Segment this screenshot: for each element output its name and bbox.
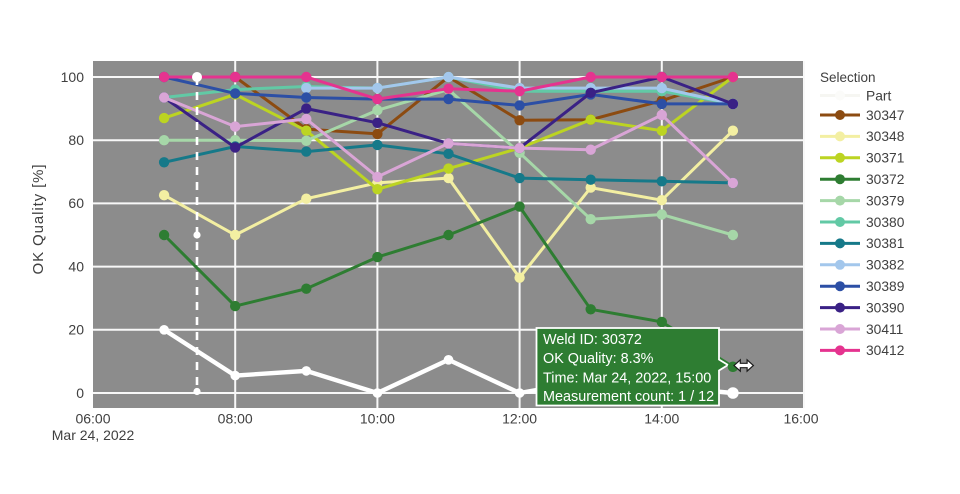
svg-text:30381: 30381 xyxy=(866,236,904,251)
svg-text:OK Quality: 8.3%: OK Quality: 8.3% xyxy=(543,351,654,367)
svg-text:06:00: 06:00 xyxy=(75,411,110,427)
svg-text:30390: 30390 xyxy=(866,300,905,315)
svg-text:10:00: 10:00 xyxy=(360,411,395,427)
svg-text:Selection: Selection xyxy=(820,70,876,85)
svg-text:60: 60 xyxy=(68,195,84,211)
svg-text:Measurement count: 1 / 12: Measurement count: 1 / 12 xyxy=(543,389,714,405)
svg-text:08:00: 08:00 xyxy=(218,411,253,427)
svg-text:30379: 30379 xyxy=(866,193,905,208)
svg-text:14:00: 14:00 xyxy=(644,411,679,427)
svg-text:30380: 30380 xyxy=(866,215,905,230)
svg-text:30347: 30347 xyxy=(866,108,904,123)
svg-text:30412: 30412 xyxy=(866,343,904,358)
svg-text:100: 100 xyxy=(61,69,85,85)
svg-text:30348: 30348 xyxy=(866,129,905,144)
svg-text:30389: 30389 xyxy=(866,279,905,294)
svg-text:30382: 30382 xyxy=(866,258,904,273)
svg-text:30371: 30371 xyxy=(866,151,904,166)
svg-text:40: 40 xyxy=(68,258,84,274)
svg-text:20: 20 xyxy=(68,322,84,338)
svg-text:OK Quality [%]: OK Quality [%] xyxy=(30,164,47,275)
svg-text:Weld ID: 30372: Weld ID: 30372 xyxy=(543,332,642,348)
svg-text:80: 80 xyxy=(68,132,84,148)
svg-text:Mar 24, 2022: Mar 24, 2022 xyxy=(52,427,135,443)
svg-text:0: 0 xyxy=(76,385,84,401)
svg-text:16:00: 16:00 xyxy=(783,411,818,427)
svg-text:12:00: 12:00 xyxy=(502,411,537,427)
svg-text:Time: Mar 24, 2022, 15:00: Time: Mar 24, 2022, 15:00 xyxy=(543,370,711,386)
svg-text:30372: 30372 xyxy=(866,172,904,187)
svg-text:Part: Part xyxy=(866,88,891,103)
svg-text:30411: 30411 xyxy=(866,322,903,337)
